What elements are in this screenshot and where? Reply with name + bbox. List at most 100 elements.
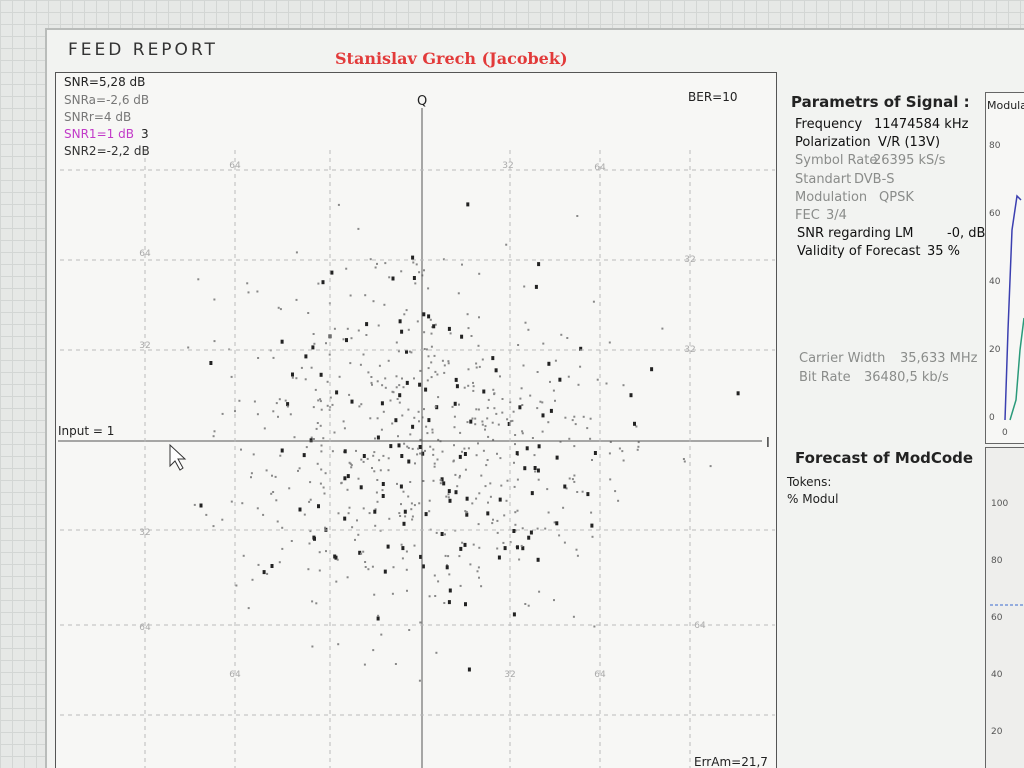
symbol-dot	[534, 284, 538, 289]
symbol-dot	[523, 285, 526, 288]
symbol-dot	[376, 500, 379, 503]
symbol-dot	[408, 629, 411, 631]
symbol-dot	[430, 345, 433, 348]
symbol-dot	[484, 485, 487, 488]
symbol-dot	[298, 467, 301, 470]
symbol-dot	[636, 448, 639, 451]
symbol-dot	[401, 557, 404, 560]
symbol-dot	[290, 540, 293, 542]
symbol-dot	[568, 437, 571, 440]
symbol-dot	[246, 282, 249, 285]
symbol-dot	[364, 294, 367, 297]
author: Stanislav Grech (Jacobek)	[335, 49, 568, 68]
symbol-dot	[486, 406, 489, 409]
symbol-dot	[442, 258, 445, 261]
side-chart2-panel	[985, 447, 1024, 768]
symbol-dot	[443, 364, 446, 367]
grid-label: 32	[504, 670, 515, 680]
side-tick: 20	[991, 727, 1003, 737]
symbol-dot	[447, 493, 450, 496]
param-label: Modulation	[795, 189, 868, 205]
symbol-dot	[406, 589, 408, 592]
symbol-dot	[395, 386, 398, 389]
symbol-dot	[484, 425, 487, 428]
symbol-dot	[425, 425, 428, 428]
symbol-dot	[346, 488, 349, 491]
symbol-dot	[486, 417, 489, 420]
symbol-dot	[389, 399, 392, 402]
symbol-dot	[405, 550, 408, 553]
q-axis-label: Q	[417, 94, 428, 109]
symbol-dot	[586, 492, 590, 497]
symbol-dot	[517, 344, 520, 346]
symbol-dot	[447, 360, 450, 363]
symbol-dot	[520, 544, 523, 547]
symbol-dot	[405, 309, 408, 312]
symbol-dot	[360, 552, 363, 555]
snr-label: SNR=5,28 dB	[64, 75, 146, 89]
symbol-dot	[435, 531, 438, 534]
symbol-dot	[474, 417, 477, 420]
symbol-dot	[262, 513, 265, 516]
symbol-dot	[372, 300, 375, 303]
side-tick: 20	[989, 345, 1001, 355]
symbol-dot	[576, 554, 579, 557]
symbol-dot	[457, 292, 460, 295]
symbol-dot	[571, 478, 574, 481]
symbol-dot	[375, 491, 378, 494]
symbol-dot	[482, 389, 486, 394]
symbol-dot	[309, 481, 312, 484]
symbol-dot	[417, 447, 420, 450]
symbol-dot	[431, 431, 434, 434]
symbol-dot	[629, 393, 633, 398]
symbol-dot	[553, 599, 555, 602]
symbol-dot	[590, 523, 594, 528]
symbol-dot	[350, 464, 353, 467]
symbol-dot	[413, 544, 416, 547]
symbol-dot	[221, 412, 224, 415]
symbol-dot	[633, 421, 636, 426]
symbol-dot	[541, 430, 544, 433]
symbol-dot	[309, 530, 312, 533]
symbol-dot	[448, 573, 451, 576]
symbol-dot	[213, 340, 216, 343]
symbol-dot	[388, 517, 391, 520]
symbol-dot	[427, 287, 430, 290]
symbol-dot	[514, 511, 517, 514]
symbol-dot	[537, 444, 541, 449]
side-tick: 40	[991, 670, 1003, 680]
symbol-dot	[338, 375, 341, 378]
symbol-dot	[394, 663, 397, 665]
symbol-dot	[427, 355, 430, 358]
symbol-dot	[310, 366, 313, 369]
symbol-dot	[593, 451, 597, 455]
symbol-dot	[321, 280, 325, 285]
symbol-dot	[518, 405, 522, 410]
symbol-dot	[575, 548, 578, 551]
symbol-dot	[589, 437, 592, 440]
symbol-dot	[272, 356, 275, 359]
symbol-dot	[363, 663, 366, 666]
symbol-dot	[491, 522, 494, 525]
symbol-dot	[475, 408, 478, 411]
symbol-dot	[574, 423, 577, 426]
symbol-dot	[521, 527, 524, 530]
symbol-dot	[291, 376, 294, 379]
symbol-dot	[529, 530, 533, 535]
symbol-dot	[320, 450, 323, 453]
forecast-title: Forecast of ModCode	[795, 449, 974, 467]
symbol-dot	[384, 262, 387, 265]
symbol-dot	[319, 372, 323, 377]
side-curve	[1009, 317, 1024, 421]
symbol-dot	[402, 490, 405, 493]
symbol-dot	[213, 298, 216, 301]
symbol-dot	[516, 478, 519, 481]
symbol-dot	[359, 485, 363, 490]
i-axis-label: I	[766, 436, 770, 451]
symbol-dot	[477, 523, 480, 526]
param-value: 35 %	[927, 244, 961, 260]
symbol-dot	[423, 348, 426, 350]
symbol-dot	[565, 487, 568, 490]
symbol-dot	[367, 371, 370, 374]
